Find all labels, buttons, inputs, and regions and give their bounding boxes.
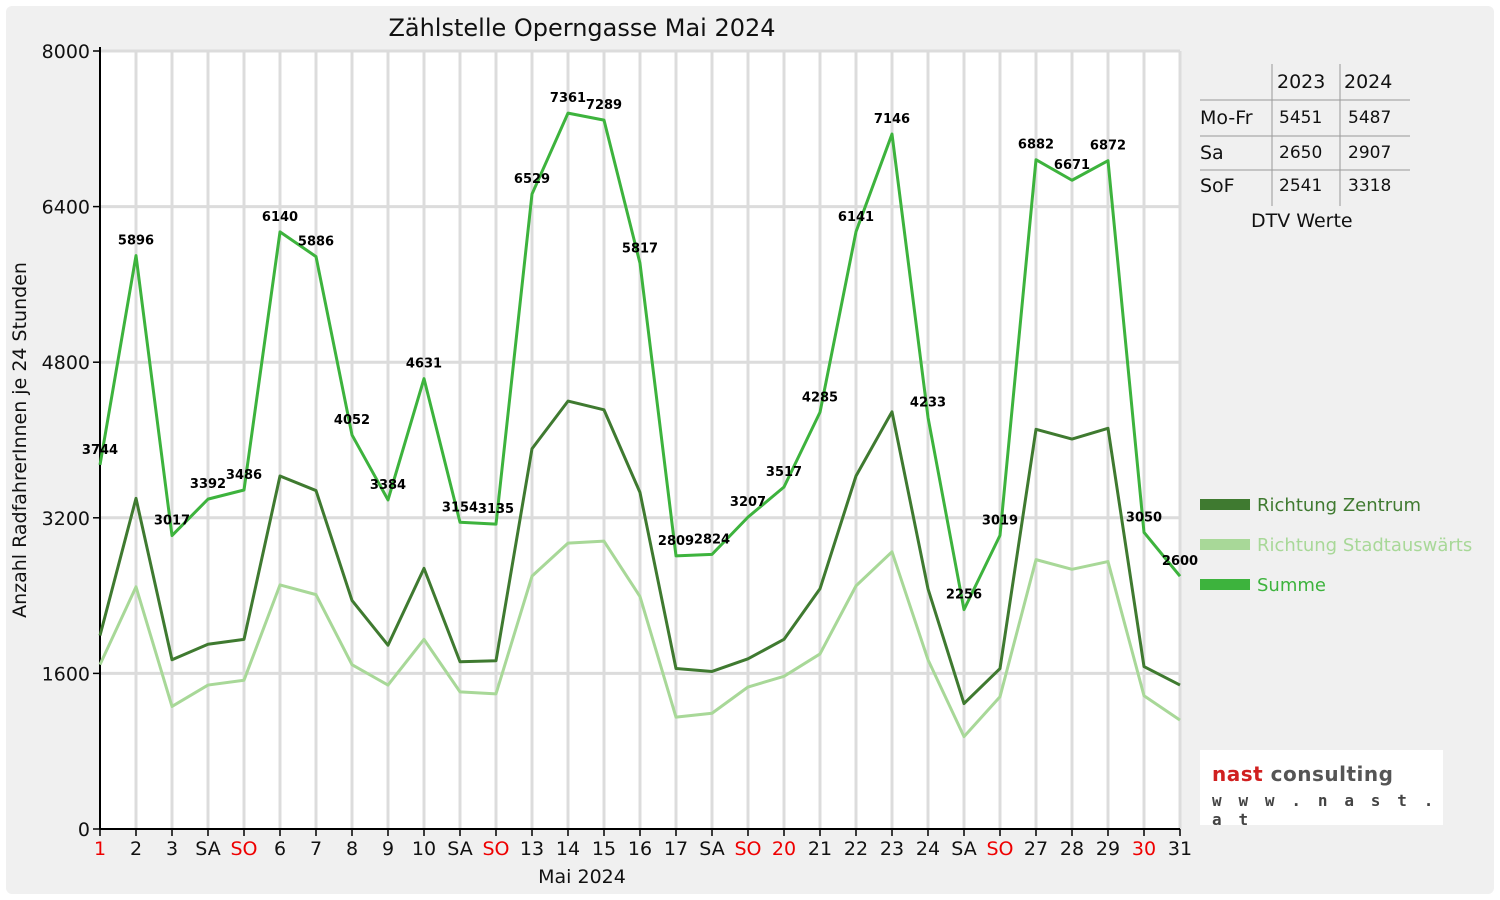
nast-consulting-logo: nast consulting w w w . n a s t . a t (1200, 750, 1443, 829)
y-tick-label: 4800 (42, 352, 90, 374)
x-tick-label: 17 (664, 838, 688, 860)
data-label: 6529 (514, 172, 550, 187)
x-tick-label: 7 (310, 838, 322, 860)
series-line-zentrum (98, 399, 1181, 706)
chart-title: Zählstelle Operngasse Mai 2024 (388, 14, 775, 42)
x-tick-label: 13 (520, 838, 544, 860)
series-line-stadtauswaerts (98, 539, 1181, 739)
x-tick-label: SA (951, 838, 976, 860)
x-tick-label: 10 (412, 838, 436, 860)
x-tick-label: 2 (130, 838, 142, 860)
data-label: 4285 (802, 390, 838, 405)
x-tick-label: 21 (808, 838, 832, 860)
x-tick-label: 9 (382, 838, 394, 860)
x-tick-label: 30 (1132, 838, 1156, 860)
dtv-cell: 2907 (1348, 143, 1392, 163)
legend-item-zentrum-label: Richtung Zentrum (1257, 495, 1421, 516)
x-tick-label: 28 (1060, 838, 1084, 860)
data-label: 3207 (730, 495, 766, 510)
x-tick-label: SO (986, 838, 1013, 860)
x-tick-label: 6 (274, 838, 286, 860)
dtv-row-label: Sa (1200, 142, 1224, 164)
x-tick-label: SA (699, 838, 724, 860)
dtv-header-2024: 2024 (1344, 71, 1393, 93)
data-label: 2809 (658, 534, 694, 549)
x-tick-label: SA (447, 838, 472, 860)
dtv-cell: 2541 (1279, 176, 1323, 196)
x-tick-label: 3 (166, 838, 178, 860)
dtv-row-label: Mo-Fr (1200, 107, 1253, 129)
data-label: 3050 (1126, 510, 1162, 525)
x-tick-label: SO (734, 838, 761, 860)
x-tick-label: 22 (844, 838, 868, 860)
data-label: 2256 (946, 588, 982, 603)
x-tick-label: 8 (346, 838, 358, 860)
x-tick-label: 29 (1096, 838, 1120, 860)
data-label: 3135 (478, 502, 514, 517)
legend-item-stadtauswaerts-label: Richtung Stadtauswärts (1257, 535, 1472, 556)
logo-brand-grey: consulting (1263, 762, 1394, 786)
x-tick-label: 24 (916, 838, 940, 860)
x-tick-label: 27 (1024, 838, 1048, 860)
logo-url: w w w . n a s t . a t (1212, 791, 1437, 829)
legend-item-summe-label: Summe (1257, 575, 1326, 596)
x-tick-label: 20 (772, 838, 796, 860)
dtv-cell: 5451 (1279, 108, 1323, 128)
y-axis-title: Anzahl RadfahrerInnen je 24 Stunden (9, 262, 31, 618)
x-tick-label: 15 (592, 838, 616, 860)
series-line-summe (98, 111, 1182, 612)
x-tick-label: 31 (1168, 838, 1192, 860)
data-label: 3392 (190, 477, 226, 492)
data-label: 4052 (334, 413, 370, 428)
data-label: 3744 (82, 443, 118, 458)
data-label: 6140 (262, 210, 298, 225)
y-tick-label: 8000 (42, 41, 90, 63)
data-label: 3517 (766, 465, 802, 480)
x-tick-label: 14 (556, 838, 580, 860)
x-tick-label: 16 (628, 838, 652, 860)
data-label: 4631 (406, 357, 442, 372)
dtv-row-label: SoF (1200, 175, 1235, 197)
y-tick-label: 1600 (42, 663, 90, 685)
legend-item-summe-swatch (1200, 579, 1250, 590)
logo-brand-red: nast (1212, 762, 1264, 786)
data-label: 5886 (298, 235, 334, 250)
y-tick-label: 3200 (42, 508, 90, 530)
data-label: 3019 (982, 513, 1018, 528)
dtv-cell: 5487 (1348, 108, 1392, 128)
x-axis-title: Mai 2024 (538, 866, 626, 888)
legend-item-zentrum-swatch (1200, 499, 1250, 510)
data-label: 3384 (370, 478, 406, 493)
data-label: 6882 (1018, 138, 1054, 153)
y-tick-label: 6400 (42, 197, 90, 219)
data-label: 7289 (586, 98, 622, 113)
x-tick-label: 1 (94, 838, 106, 860)
data-label: 3017 (154, 514, 190, 529)
data-label: 3486 (226, 468, 262, 483)
data-label: 5896 (118, 234, 154, 249)
dtv-caption: DTV Werte (1251, 210, 1353, 232)
data-label: 6141 (838, 210, 874, 225)
x-tick-label: 23 (880, 838, 904, 860)
data-label: 7361 (550, 91, 586, 106)
data-label: 6671 (1054, 158, 1090, 173)
data-label: 4233 (910, 395, 946, 410)
x-tick-label: SO (230, 838, 257, 860)
data-label: 5817 (622, 241, 658, 256)
x-tick-label: SA (195, 838, 220, 860)
y-tick-label: 0 (78, 819, 90, 841)
data-label: 2600 (1162, 554, 1198, 569)
dtv-cell: 3318 (1348, 176, 1392, 196)
dtv-header-2023: 2023 (1277, 71, 1326, 93)
data-label: 3154 (442, 500, 478, 515)
data-label: 2824 (694, 532, 730, 547)
data-label: 6872 (1090, 139, 1126, 154)
dtv-cell: 2650 (1279, 143, 1323, 163)
logo-brand: nast consulting (1212, 762, 1393, 786)
data-label: 7146 (874, 112, 910, 127)
legend-item-stadtauswaerts-swatch (1200, 539, 1250, 550)
x-tick-label: SO (482, 838, 509, 860)
